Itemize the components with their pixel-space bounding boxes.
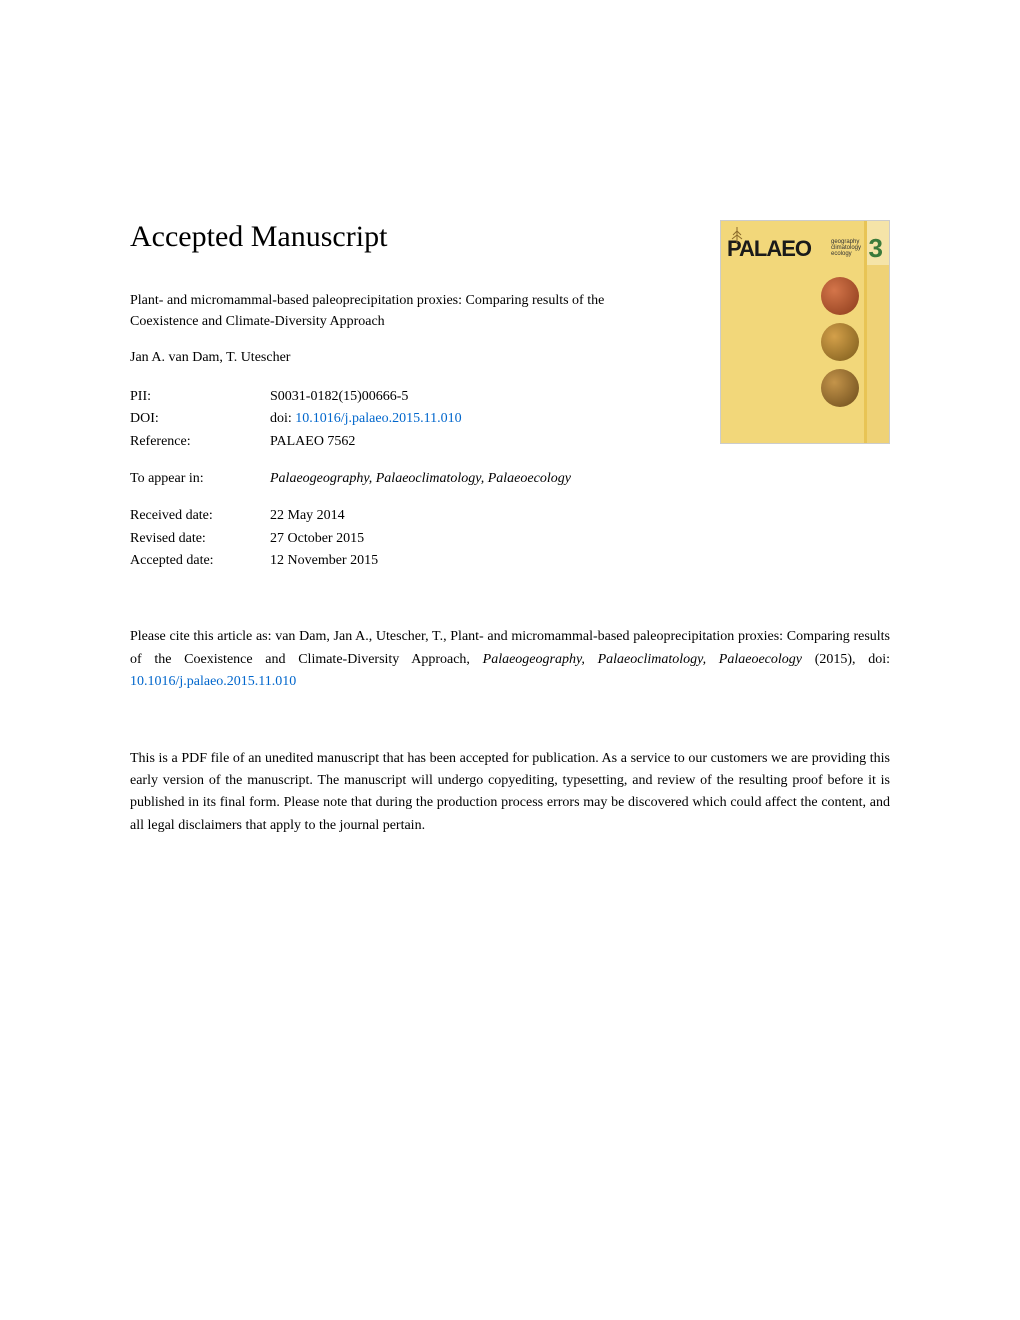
received-value: 22 May 2014 [270, 505, 345, 527]
doi-label: DOI: [130, 408, 270, 430]
received-row: Received date: 22 May 2014 [130, 505, 890, 527]
reference-label: Reference: [130, 431, 270, 453]
doi-prefix: doi: [270, 411, 295, 426]
globe-icon-2 [821, 323, 859, 361]
received-label: Received date: [130, 505, 270, 527]
globe-icon-3 [821, 369, 859, 407]
cover-stripe-right [867, 265, 889, 443]
cover-sublines: geography climatology ecology [831, 239, 861, 257]
pii-value: S0031-0182(15)00666-5 [270, 386, 408, 408]
cover-header: PALAEO geography climatology ecology 3 [721, 221, 889, 265]
citation-journal: Palaeogeography, Palaeoclimatology, Pala… [483, 652, 802, 667]
pii-label: PII: [130, 386, 270, 408]
elsevier-logo-icon [727, 225, 747, 245]
doi-link[interactable]: 10.1016/j.palaeo.2015.11.010 [295, 411, 461, 426]
citation-after: (2015), doi: [802, 652, 890, 667]
reference-value: PALAEO 7562 [270, 431, 355, 453]
citation-text: Please cite this article as: van Dam, Ja… [130, 626, 890, 693]
globe-icon-1 [821, 277, 859, 315]
disclaimer-text: This is a PDF file of an unedited manusc… [130, 748, 890, 838]
accepted-label: Accepted date: [130, 550, 270, 572]
citation-doi-link[interactable]: 10.1016/j.palaeo.2015.11.010 [130, 674, 296, 689]
appear-row: To appear in: Palaeogeography, Palaeocli… [130, 471, 890, 487]
article-title: Plant- and micromammal-based paleoprecip… [130, 290, 650, 332]
dates-table: Received date: 22 May 2014 Revised date:… [130, 505, 890, 572]
revised-label: Revised date: [130, 528, 270, 550]
journal-name: Palaeogeography, Palaeoclimatology, Pala… [270, 471, 571, 487]
appear-label: To appear in: [130, 471, 270, 487]
accepted-row: Accepted date: 12 November 2015 [130, 550, 890, 572]
revised-value: 27 October 2015 [270, 528, 364, 550]
doi-value: doi: 10.1016/j.palaeo.2015.11.010 [270, 408, 462, 430]
cover-issue: 3 [869, 233, 883, 264]
accepted-value: 12 November 2015 [270, 550, 378, 572]
revised-row: Revised date: 27 October 2015 [130, 528, 890, 550]
journal-cover-image: PALAEO geography climatology ecology 3 [720, 220, 890, 444]
